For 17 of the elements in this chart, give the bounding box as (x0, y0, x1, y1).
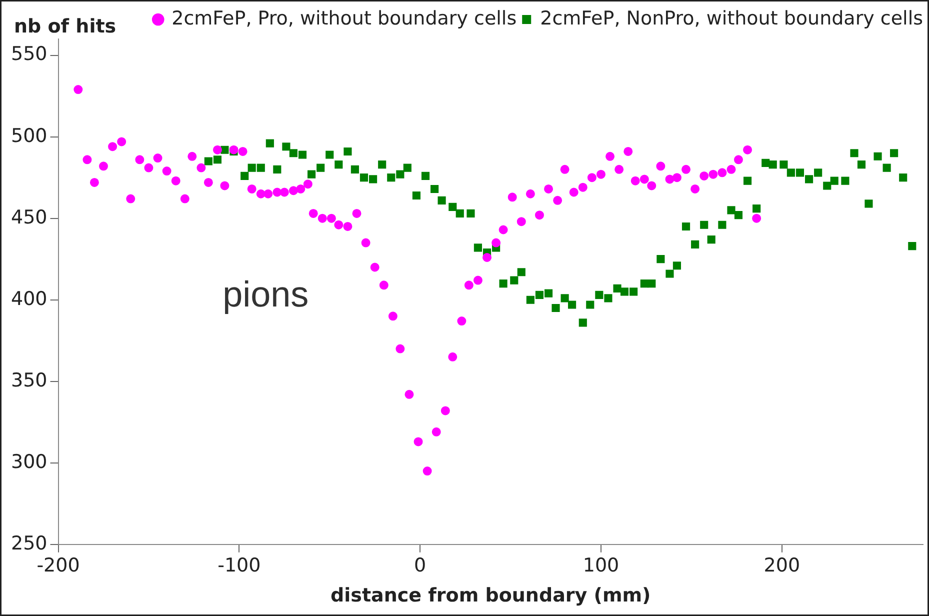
legend-label: 2cmFeP, Pro, without boundary cells (172, 7, 517, 30)
y-tick-label: 350 (11, 369, 48, 392)
y-tick-label: 500 (11, 124, 48, 147)
annotation: pions (222, 274, 309, 315)
y-tick-label: 400 (11, 288, 48, 310)
y-tick-label: 300 (11, 450, 48, 473)
x-tick-label: 200 (764, 554, 800, 577)
x-tick-label: 0 (414, 554, 426, 577)
x-tick-label: -100 (218, 554, 261, 577)
x-axis-title: distance from boundary (mm) (330, 584, 651, 607)
x-tick-label: -200 (36, 554, 80, 577)
y-tick-label: 450 (11, 206, 48, 228)
y-tick-label: 250 (11, 532, 48, 554)
legend-label: 2cmFeP, NonPro, without boundary cells (540, 7, 924, 30)
x-tick-label: 100 (582, 554, 620, 577)
y-axis-title: nb of hits (14, 15, 116, 38)
y-tick-label: 550 (11, 43, 48, 66)
